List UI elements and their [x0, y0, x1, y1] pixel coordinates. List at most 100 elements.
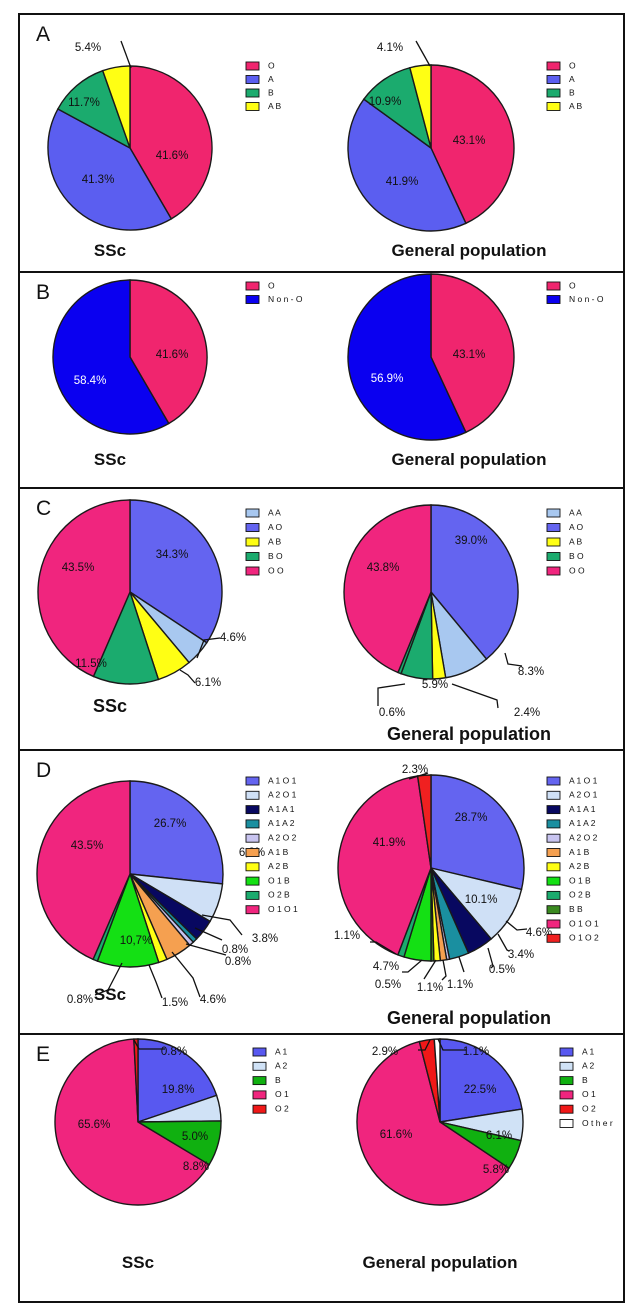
- legend-swatch-e-ssc-b: [252, 1076, 267, 1086]
- data-label-e-general-b: 5.8%: [483, 1164, 509, 1176]
- data-label-a-ssc-ab: 5.4%: [75, 42, 101, 54]
- legend-swatch-d-ssc-a1a2: [245, 819, 260, 829]
- legend-label-e-general-a2: A 2: [582, 1061, 595, 1071]
- data-label-a-ssc-o: 41.6%: [156, 150, 189, 162]
- leader-line-c-general-aa: [504, 652, 523, 667]
- leader-line-c-general-ab: [451, 683, 499, 709]
- data-label-d-general-o2b: 1.1%: [334, 930, 360, 942]
- legend-swatch-e-ssc-a1: [252, 1047, 267, 1057]
- data-label-d-general-a1b: 1.1%: [447, 979, 473, 991]
- legend-swatch-d-ssc-a1o1: [245, 776, 260, 786]
- legend-label-c-ssc-ao: A O: [268, 522, 283, 532]
- legend-label-c-general-ab: A B: [569, 536, 583, 546]
- leader-line-d-ssc-a2o2: [185, 943, 227, 956]
- legend-swatch-d-ssc-o2b: [245, 890, 260, 900]
- legend-swatch-c-ssc-ao: [245, 523, 260, 532]
- leader-line-d-general-o2b: [370, 941, 397, 955]
- legend-swatch-d-general-a1a2: [546, 819, 561, 829]
- legend-label-d-ssc-a1a2: A 1 A 2: [268, 818, 295, 828]
- data-label-a-ssc-b: 11.7%: [68, 97, 100, 109]
- data-label-d-general-bb: 0.5%: [375, 979, 401, 991]
- legend-swatch-d-ssc-a2o2: [245, 833, 260, 843]
- leader-line-d-general-a2b: [441, 959, 447, 981]
- legend-swatch-a-ssc-o: [245, 61, 260, 71]
- leader-line-a-general-ab: [415, 40, 431, 67]
- legend-label-d-general-a1b: A 1 B: [569, 847, 590, 857]
- data-label-e-general-o2: 2.9%: [372, 1046, 398, 1058]
- chart-title-a-general: General population: [392, 241, 547, 260]
- leader-line-d-general-o1b: [402, 959, 423, 973]
- legend-swatch-d-ssc-a1b: [245, 848, 260, 857]
- legend-swatch-e-general-a2: [559, 1061, 574, 1071]
- leader-line-d-ssc-o2b: [94, 962, 123, 996]
- data-label-c-ssc-oo: 43.5%: [62, 562, 95, 574]
- data-label-d-general-a2b: 1.1%: [417, 982, 443, 994]
- chart-title-d-general: General population: [387, 1008, 551, 1028]
- legend-swatch-e-ssc-o2: [252, 1104, 267, 1114]
- legend-label-d-general-a1o1: A 1 O 1: [569, 775, 598, 785]
- legend-label-d-ssc-a2o1: A 2 O 1: [268, 790, 297, 800]
- data-label-c-ssc-ab: 6.1%: [195, 677, 221, 689]
- leader-line-d-general-a2o2: [487, 947, 494, 969]
- legend-swatch-c-general-oo: [546, 566, 561, 576]
- data-label-a-general-b: 10.9%: [369, 96, 402, 108]
- legend-label-a-general-ab: A B: [569, 101, 583, 111]
- pie-slice-e-general-o1: [356, 1040, 510, 1206]
- legend-swatch-e-general-o2: [559, 1104, 574, 1114]
- data-label-d-general-o1o1: 41.9%: [373, 837, 406, 849]
- legend-swatch-d-general-a2o2: [546, 833, 561, 843]
- pie-slice-a-general-o: [430, 64, 515, 225]
- leader-line-d-ssc-a1a1: [201, 914, 243, 936]
- legend-label-c-ssc-aa: A A: [268, 507, 281, 517]
- leader-line-e-general-o2: [418, 1039, 431, 1051]
- legend-label-b-ssc-non-o: N o n - O: [268, 294, 303, 304]
- data-label-e-general-a1: 22.5%: [464, 1084, 497, 1096]
- legend-swatch-e-general-other: [559, 1119, 574, 1128]
- pie-slice-b-ssc-o: [129, 279, 208, 425]
- legend-label-e-ssc-o2: O 2: [275, 1103, 289, 1113]
- legend-label-c-general-bo: B O: [569, 551, 584, 561]
- legend-label-a-general-b: B: [569, 87, 575, 97]
- legend-swatch-c-ssc-aa: [245, 508, 260, 518]
- pie-slice-d-ssc-o1o1: [36, 780, 131, 961]
- legend-label-a-ssc-b: B: [268, 87, 274, 97]
- legend-swatch-e-general-o1: [559, 1090, 574, 1100]
- chart-title-a-ssc: SSc: [94, 241, 126, 260]
- data-label-e-ssc-b: 8.8%: [183, 1161, 209, 1173]
- legend-swatch-c-ssc-ab: [245, 537, 260, 547]
- legend-swatch-e-general-b: [559, 1076, 574, 1086]
- data-label-e-ssc-a1: 19.8%: [162, 1084, 195, 1096]
- legend-swatch-d-ssc-a2b: [245, 862, 260, 872]
- legend-label-c-ssc-oo: O O: [268, 565, 284, 575]
- pie-slice-a-general-a: [347, 98, 467, 232]
- pie-slice-a-ssc-o: [129, 65, 213, 220]
- data-label-a-ssc-a: 41.3%: [82, 174, 115, 186]
- leader-line-e-ssc-o2: [133, 1039, 165, 1050]
- chart-title-b-ssc: SSc: [94, 450, 126, 469]
- legend-swatch-a-general-o: [546, 61, 561, 71]
- legend-label-c-ssc-bo: B O: [268, 551, 283, 561]
- legend-swatch-c-general-bo: [546, 552, 561, 561]
- chart-title-c-ssc: SSc: [93, 696, 127, 716]
- legend-label-d-ssc-a1a1: A 1 A 1: [268, 804, 295, 814]
- chart-title-c-general: General population: [387, 724, 551, 744]
- pie-slice-b-ssc-non-o: [52, 279, 170, 435]
- data-label-d-general-o1b: 4.7%: [373, 961, 399, 973]
- legend-swatch-d-general-a1b: [546, 848, 561, 857]
- legend-label-c-general-ao: A O: [569, 522, 584, 532]
- legend-label-b-ssc-o: O: [268, 280, 275, 290]
- legend-label-e-general-a1: A 1: [582, 1046, 595, 1056]
- legend-label-d-general-a1a2: A 1 A 2: [569, 818, 596, 828]
- data-label-c-general-oo: 43.8%: [367, 562, 400, 574]
- legend-label-d-ssc-o2b: O 2 B: [268, 890, 290, 900]
- legend-label-e-general-o1: O 1: [582, 1089, 596, 1099]
- chart-title-d-ssc: SSc: [94, 985, 126, 1004]
- legend-label-a-general-a: A: [569, 74, 575, 84]
- legend-label-c-general-oo: O O: [569, 565, 585, 575]
- pie-slice-c-general-ao: [430, 504, 519, 661]
- legend-label-b-general-non-o: N o n - O: [569, 294, 604, 304]
- legend-label-b-general-o: O: [569, 280, 576, 290]
- pie-slice-c-ssc-bo: [92, 590, 160, 685]
- legend-swatch-e-ssc-o1: [252, 1090, 267, 1100]
- panel-letter-a: A: [36, 23, 50, 46]
